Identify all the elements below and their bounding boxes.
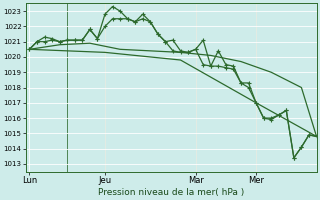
- X-axis label: Pression niveau de la mer( hPa ): Pression niveau de la mer( hPa ): [98, 188, 244, 197]
